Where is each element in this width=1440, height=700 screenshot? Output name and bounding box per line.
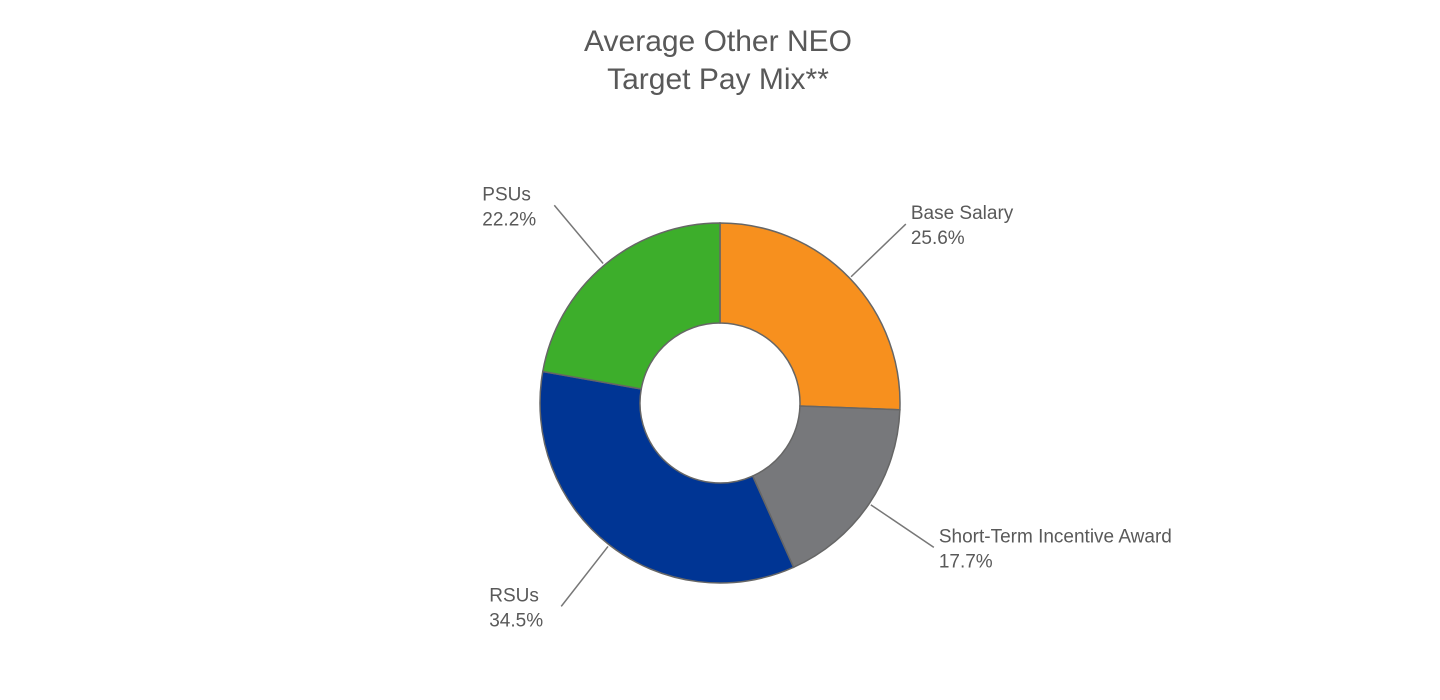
data-label-name: Base Salary [911,203,1014,224]
data-label-name: Short-Term Incentive Award [939,526,1172,547]
chart-title: Average Other NEO [584,25,852,58]
data-label-name: RSUs [489,585,539,606]
data-label-value: 34.5% [489,610,543,631]
leader-line [553,204,604,264]
leader-line [560,545,609,607]
data-label-value: 17.7% [939,551,993,572]
leader-line [850,223,907,278]
donut-slice [719,222,901,411]
data-label-value: 25.6% [911,228,965,249]
data-label-name: PSUs [482,184,531,205]
donut-slice [751,405,901,569]
donut-slice [541,222,721,390]
leader-line [870,504,935,548]
donut-slice [539,370,795,584]
data-label-value: 22.2% [482,209,536,230]
chart-title: Target Pay Mix** [607,63,829,96]
